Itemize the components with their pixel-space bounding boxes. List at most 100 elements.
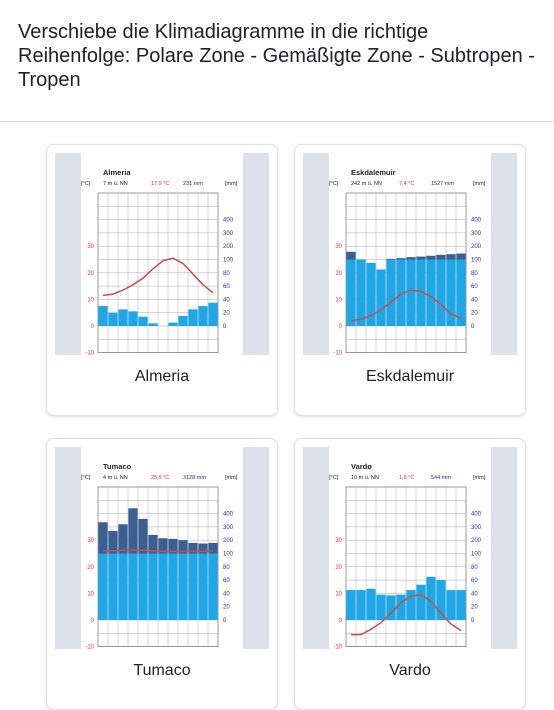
climate-card-tumaco[interactable]: Tumaco [°C] 4 m ü. NN 25,9 °C 3128 mm [mm] 30 2…: [46, 438, 278, 710]
precip-tick-label: 0: [223, 324, 227, 330]
precip-tick-label: 60: [223, 284, 230, 290]
precip-bar: [366, 588, 376, 620]
temp-unit-label: [°C]: [329, 181, 339, 187]
precip-bar: [456, 590, 466, 620]
precip-bar: [346, 259, 356, 326]
temperature-line: [102, 257, 214, 297]
precip-bar-humid: [456, 253, 466, 260]
precip-bar-humid: [138, 518, 148, 554]
precip-bar: [178, 316, 188, 326]
precip-bar: [346, 590, 356, 620]
precip-bar-humid: [178, 540, 188, 554]
chart-title: Almeria: [103, 168, 131, 177]
precip-unit-label: [mm]: [473, 181, 486, 187]
annual-precip-label: 544 mm: [431, 475, 451, 481]
precip-bar-humid: [406, 257, 416, 260]
temp-tick-label: 0: [339, 618, 343, 624]
precip-bar: [446, 590, 456, 620]
precip-unit-label: [mm]: [225, 181, 238, 187]
climate-chart-svg: Tumaco [°C] 4 m ü. NN 25,9 °C 3128 mm [mm] 30 2…: [81, 447, 243, 649]
temp-tick-label: 10: [87, 297, 94, 303]
mean-temp-label: 25,9 °C: [151, 475, 169, 481]
precip-bar: [118, 309, 128, 326]
precip-tick-label: 100: [223, 552, 234, 558]
temp-unit-label: [°C]: [81, 475, 91, 481]
precip-tick-label: 60: [223, 578, 230, 584]
precip-tick-label: 40: [223, 297, 230, 303]
climate-card-eskdalemuir[interactable]: Eskdalemuir [°C] 242 m ü. NN 7,4 °C 1527 mm […: [294, 144, 526, 416]
precip-bar: [118, 553, 128, 620]
precip-bar: [376, 269, 386, 326]
precip-bar: [446, 259, 456, 326]
precip-bar-humid: [98, 522, 108, 554]
precip-bar: [406, 590, 416, 620]
precip-bar: [98, 553, 108, 620]
precip-tick-label: 0: [471, 618, 475, 624]
precip-bar: [198, 306, 208, 326]
precip-tick-label: 100: [223, 258, 234, 264]
precip-bar: [356, 259, 366, 326]
precip-tick-label: 400: [471, 512, 482, 518]
chart-title: Vardø: [351, 462, 372, 471]
precip-bar: [376, 594, 386, 620]
temp-tick-label: -10: [85, 645, 94, 649]
precip-bar: [416, 259, 426, 326]
climate-card-almeria[interactable]: Almeria [°C] 7 m ü. NN 17,9 °C 231 mm [mm] 30 2…: [46, 144, 278, 416]
precip-bar: [198, 553, 208, 620]
precip-bar: [168, 553, 178, 620]
precip-unit-label: [mm]: [473, 475, 486, 481]
temp-unit-label: [°C]: [81, 181, 91, 187]
chart-title: Tumaco: [103, 462, 132, 471]
elevation-label: 4 m ü. NN: [103, 475, 128, 481]
precip-bar: [108, 553, 118, 620]
precip-tick-label: 100: [471, 552, 482, 558]
precip-tick-label: 300: [471, 231, 482, 237]
precip-bar: [148, 323, 158, 326]
annual-precip-label: 1527 mm: [431, 181, 454, 187]
precip-bar: [208, 302, 218, 326]
precip-tick-label: 400: [223, 512, 234, 518]
climate-diagram-vardo: Vardø [°C] 10 m ü. NN 1,6 °C 544 mm [mm] 30 20 1…: [303, 447, 517, 649]
precip-bar-humid: [436, 254, 446, 260]
elevation-label: 7 m ü. NN: [103, 181, 128, 187]
precip-tick-label: 40: [471, 297, 478, 303]
precip-bar: [138, 316, 148, 326]
precip-tick-label: 80: [471, 565, 478, 571]
precip-tick-label: 40: [223, 591, 230, 597]
climate-diagram-almeria: Almeria [°C] 7 m ü. NN 17,9 °C 231 mm [mm] 30 2…: [55, 153, 269, 355]
precip-bar-humid: [168, 538, 178, 554]
precip-bar: [128, 311, 138, 326]
instruction-text: Verschiebe die Klimadiagramme in die ric…: [18, 21, 535, 91]
temp-tick-label: -10: [333, 645, 342, 649]
precip-bar: [436, 580, 446, 620]
climate-card-vardo[interactable]: Vardø [°C] 10 m ü. NN 1,6 °C 544 mm [mm] 30 20 1…: [294, 438, 526, 710]
precip-tick-label: 0: [223, 618, 227, 624]
climate-chart-svg: Eskdalemuir [°C] 242 m ü. NN 7,4 °C 1527 mm […: [329, 153, 491, 355]
precip-tick-label: 200: [223, 244, 234, 250]
climate-chart-svg: Vardø [°C] 10 m ü. NN 1,6 °C 544 mm [mm] 30 20 1…: [329, 447, 491, 649]
precip-tick-label: 20: [471, 605, 478, 611]
precip-bar-humid: [148, 534, 158, 554]
precip-tick-label: 300: [471, 525, 482, 531]
climate-diagram-tumaco: Tumaco [°C] 4 m ü. NN 25,9 °C 3128 mm [mm] 30 2…: [55, 447, 269, 649]
elevation-label: 242 m ü. NN: [351, 181, 382, 187]
card-label-tumaco: Tumaco: [133, 662, 191, 679]
precip-bar: [386, 259, 396, 326]
precip-bar: [168, 322, 178, 326]
climate-diagram-eskdalemuir: Eskdalemuir [°C] 242 m ü. NN 7,4 °C 1527 mm […: [303, 153, 517, 355]
precip-bar-humid: [416, 256, 426, 260]
precip-bar-humid: [426, 255, 436, 260]
precip-tick-label: 300: [223, 525, 234, 531]
precip-bar: [386, 595, 396, 620]
temp-tick-label: 10: [335, 591, 342, 597]
precip-tick-label: 80: [223, 271, 230, 277]
temperature-line: [351, 593, 462, 636]
temp-unit-label: [°C]: [329, 475, 339, 481]
temp-tick-label: -10: [333, 351, 342, 355]
temp-tick-label: 30: [87, 538, 94, 544]
mean-temp-label: 1,6 °C: [399, 475, 414, 481]
precip-bar: [158, 553, 168, 620]
mean-temp-label: 7,4 °C: [399, 181, 414, 187]
temp-tick-label: 30: [335, 244, 342, 250]
precip-tick-label: 80: [471, 271, 478, 277]
